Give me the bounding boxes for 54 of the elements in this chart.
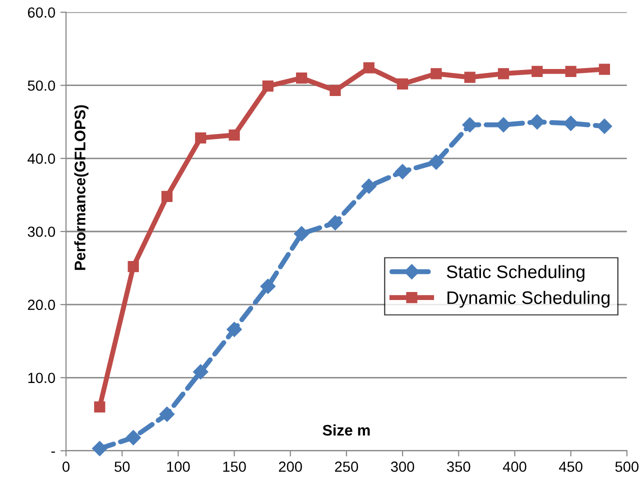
point [226, 322, 242, 337]
point [496, 117, 512, 132]
x-tick-label: 350 [447, 462, 470, 472]
x-tick-label: 50 [114, 462, 130, 472]
y-tick-label: 10.0 [28, 372, 56, 384]
point [532, 66, 543, 78]
point [394, 164, 410, 180]
x-axis-title: Size m [322, 424, 370, 436]
point [530, 114, 545, 130]
y-tick-label: - [51, 452, 55, 453]
x-tick-label: 0 [62, 462, 70, 472]
point [563, 116, 578, 131]
point [193, 364, 208, 380]
point [462, 117, 478, 132]
x-tick-label: 400 [502, 462, 526, 472]
point [92, 440, 108, 456]
point [328, 215, 343, 230]
point [260, 278, 276, 294]
point [94, 401, 106, 412]
x-tick-label: 300 [390, 462, 414, 472]
legend-label: Static Scheduling [446, 264, 584, 282]
point [128, 261, 139, 272]
y-axis-title: Performance(GFLOPS) [74, 105, 88, 270]
point [294, 226, 310, 242]
point [159, 406, 175, 422]
point [428, 154, 444, 170]
point [565, 66, 576, 78]
point [598, 64, 610, 75]
point [596, 118, 612, 134]
point [464, 72, 476, 83]
point [262, 80, 274, 92]
point [430, 68, 442, 80]
x-tick-label: 500 [615, 462, 638, 472]
y-tick-label: 60.0 [28, 7, 56, 18]
x-tick-label: 150 [223, 462, 246, 472]
y-tick-label: 50.0 [28, 80, 56, 91]
point [195, 132, 206, 144]
y-tick-label: 20.0 [28, 300, 56, 310]
y-tick-label: 40.0 [28, 154, 56, 164]
x-tick-label: 200 [278, 462, 302, 472]
point [126, 430, 141, 446]
point [228, 129, 240, 141]
point [330, 84, 341, 96]
x-tick-label: 450 [558, 462, 582, 472]
legend-label: Dynamic Scheduling [448, 290, 610, 308]
y-tick-label: 30.0 [28, 226, 56, 237]
point [396, 78, 408, 90]
point [498, 68, 510, 80]
point [161, 190, 173, 202]
x-tick-label: 250 [335, 462, 358, 472]
point [296, 72, 308, 84]
point [363, 62, 374, 74]
point [361, 178, 376, 194]
x-tick-label: 100 [167, 462, 190, 472]
